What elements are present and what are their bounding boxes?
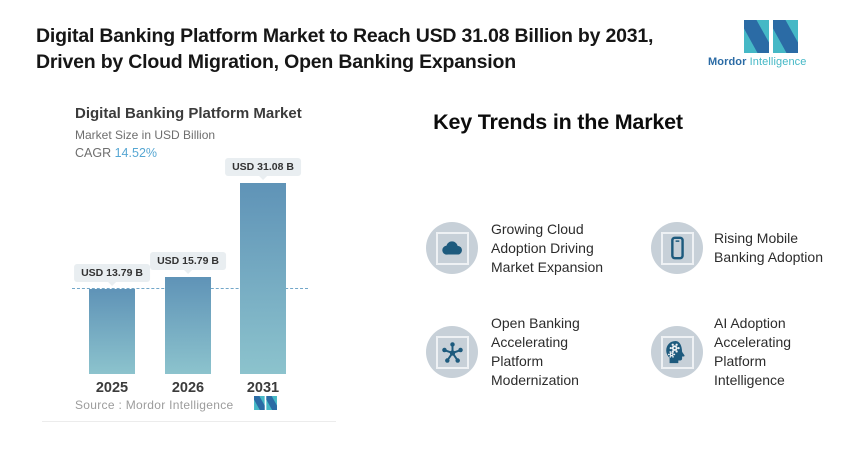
- trends-heading: Key Trends in the Market: [433, 110, 683, 134]
- bar-value-pill: USD 13.79 B: [74, 264, 150, 286]
- bar-value-pill: USD 15.79 B: [150, 252, 226, 274]
- chart-cagr: CAGR 14.52%: [75, 146, 157, 160]
- bar-2026: [165, 277, 211, 374]
- ai-head-icon: [651, 326, 703, 378]
- cagr-label: CAGR: [75, 146, 112, 160]
- trend-text: AI Adoption Accelerating Platform Intell…: [714, 315, 792, 388]
- cagr-value: 14.52%: [114, 146, 158, 160]
- page-title-line1: Digital Banking Platform Market to Reach…: [36, 25, 654, 47]
- chart-subtitle: Market Size in USD Billion: [75, 128, 216, 142]
- page-title: Digital Banking Platform Market to Reach…: [36, 24, 701, 76]
- axis-label-2026: 2026: [171, 380, 205, 396]
- bar-group: USD 31.08 B 2031: [225, 95, 301, 396]
- icon-frame: [660, 231, 694, 265]
- axis-label-2031: 2031: [246, 380, 280, 396]
- bar-2031: [240, 183, 286, 374]
- cloud-icon: [426, 222, 478, 274]
- trend-item-open-banking: Open Banking Accelerating Platform Moder…: [426, 297, 603, 407]
- trend-text: Growing Cloud Adoption Driving Market Ex…: [491, 220, 604, 275]
- mobile-icon: [651, 222, 703, 274]
- brand-name: Mordor Intelligence: [708, 56, 806, 68]
- trend-text: Open Banking Accelerating Platform Moder…: [491, 315, 580, 388]
- trend-item-cloud: Growing Cloud Adoption Driving Market Ex…: [426, 193, 621, 303]
- icon-frame: [660, 335, 694, 369]
- axis-label-2025: 2025: [95, 380, 129, 396]
- trend-text: Rising Mobile Banking Adoption: [714, 230, 823, 265]
- bar-chart-plot: USD 13.79 B 2025 USD 15.79 B 2026 USD 31…: [42, 95, 336, 396]
- brand-logo: Mordor Intelligence: [708, 20, 806, 68]
- bar-value-pill: USD 31.08 B: [225, 158, 301, 180]
- bar-group: USD 13.79 B 2025: [74, 95, 150, 396]
- icon-frame: [435, 335, 469, 369]
- page-title-line2: Driven by Cloud Migration, Open Banking …: [36, 50, 516, 73]
- brand-name-light: Intelligence: [749, 56, 807, 68]
- bar-group: USD 15.79 B 2026: [150, 95, 226, 396]
- mordor-logo-icon: [744, 20, 798, 53]
- network-icon: [426, 326, 478, 378]
- chart-title: Digital Banking Platform Market: [75, 105, 302, 122]
- icon-frame: [435, 231, 469, 265]
- bar-2025: [89, 289, 135, 374]
- trend-item-ai: AI Adoption Accelerating Platform Intell…: [651, 297, 816, 407]
- mordor-logo-icon-small: [254, 396, 277, 410]
- market-chart-card: Digital Banking Platform Market Market S…: [42, 95, 336, 422]
- trend-item-mobile: Rising Mobile Banking Adoption: [651, 193, 850, 303]
- brand-name-bold: Mordor: [708, 56, 747, 68]
- chart-source: Source : Mordor Intelligence: [75, 398, 234, 412]
